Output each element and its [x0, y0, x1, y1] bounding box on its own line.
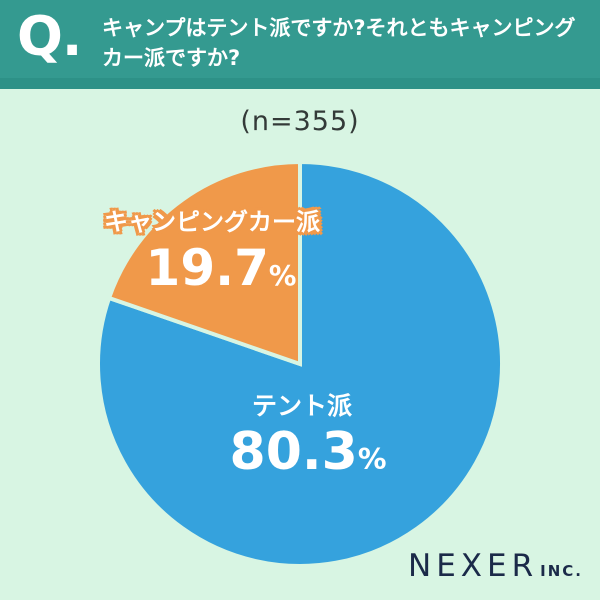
pie-value-campingcar-number: 19.7	[145, 239, 269, 297]
pie-value-tent: 80.3%	[230, 426, 387, 478]
pie-slice-1	[106, 159, 302, 367]
pie-label-campingcar: キャンピングカー派	[104, 208, 320, 236]
pie-value-tent-number: 80.3	[229, 422, 358, 482]
q-mark: Q.	[17, 5, 82, 68]
question-line-2: カー派ですか?	[102, 46, 241, 70]
sample-size-label: (n=355)	[240, 106, 360, 137]
pie-chart-svg	[96, 159, 505, 568]
brand-logo: NEXER INC.	[408, 548, 583, 584]
pie-value-campingcar: 19.7%	[146, 243, 297, 293]
pie-value-campingcar-unit: %	[268, 260, 297, 292]
pie-label-tent: テント派	[251, 391, 353, 421]
question-header: Q. キャンプはテント派ですか?それともキャンピング カー派ですか?	[0, 0, 600, 89]
pie-value-tent-unit: %	[357, 442, 387, 476]
brand-suffix: INC.	[540, 562, 583, 580]
question-line-1: キャンプはテント派ですか?それともキャンピング	[102, 16, 576, 40]
brand-name: NEXER	[408, 548, 539, 584]
chart-area: (n=355) キャンピングカー派 19.7% テント派 80.3% NEXER…	[0, 89, 600, 600]
question-text: キャンプはテント派ですか?それともキャンピング カー派ですか?	[102, 13, 576, 73]
